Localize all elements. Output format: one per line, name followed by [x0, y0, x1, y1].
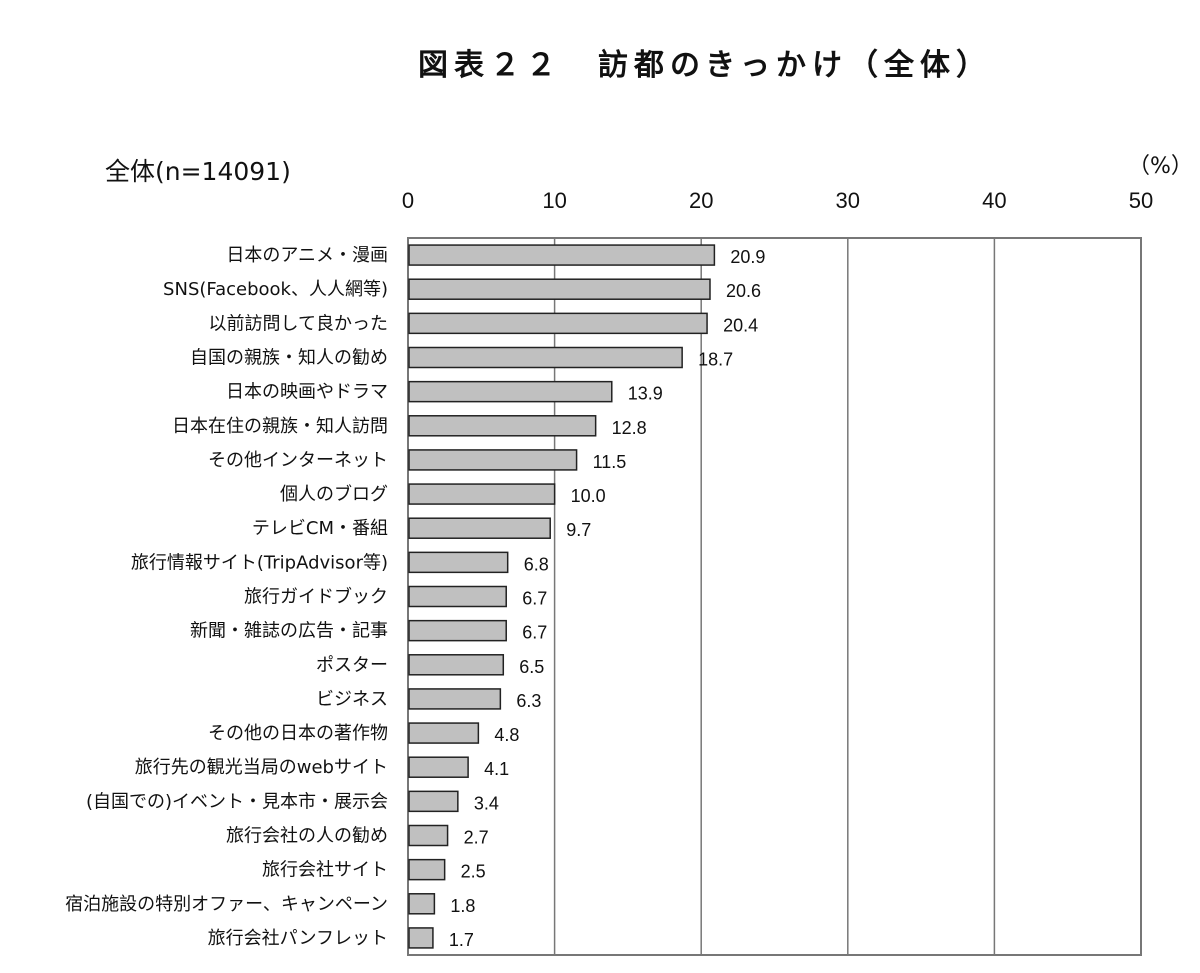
bar [408, 244, 716, 266]
bar [408, 312, 708, 335]
unit-label: （%） [1128, 154, 1193, 179]
data-label: 6.8 [524, 554, 549, 574]
data-label: 4.8 [494, 725, 519, 745]
data-label: 1.7 [449, 930, 474, 950]
bar [408, 585, 507, 608]
chart-subtitle: 全体(n=14091) [105, 157, 291, 186]
data-label: 2.7 [464, 828, 489, 848]
x-tick-label: 40 [982, 188, 1006, 213]
data-label: 10.0 [571, 486, 606, 506]
category-label: テレビCM・番組 [252, 518, 388, 539]
category-label: その他インターネット [208, 450, 388, 471]
bar [408, 449, 578, 471]
category-label: 旅行先の観光当局のwebサイト [135, 757, 388, 778]
bar [408, 415, 597, 437]
bar [408, 858, 446, 881]
data-label: 20.6 [726, 281, 761, 301]
category-label: 日本在住の親族・知人訪問 [172, 416, 388, 437]
data-label: 3.4 [474, 793, 499, 813]
bar [408, 790, 459, 813]
category-label: 個人のブログ [280, 483, 388, 505]
x-tick-label: 30 [836, 188, 860, 213]
bar [408, 619, 507, 642]
data-label: 20.4 [723, 315, 758, 335]
category-label: その他の日本の著作物 [208, 723, 388, 744]
category-label: 以前訪問して良かった [209, 313, 388, 334]
x-tick-label: 10 [542, 188, 566, 213]
bar [408, 380, 613, 403]
data-label: 13.9 [628, 384, 663, 404]
category-label: 日本のアニメ・漫画 [226, 245, 388, 266]
category-label: ポスター [316, 655, 388, 676]
data-label: 6.5 [519, 657, 544, 677]
data-label: 20.9 [730, 247, 765, 267]
bar [408, 278, 711, 300]
data-label: 6.7 [522, 589, 547, 609]
x-tick-label: 0 [402, 188, 414, 213]
bar [408, 551, 509, 574]
data-label: 18.7 [698, 350, 733, 370]
category-label: ビジネス [316, 689, 388, 710]
bar [408, 824, 449, 847]
category-label: 日本の映画やドラマ [226, 382, 388, 403]
chart-title: 図表２２ 訪都のきっかけ（全体） [418, 48, 992, 83]
bar [408, 654, 505, 676]
data-label: 1.8 [450, 896, 475, 916]
bar [408, 483, 556, 505]
data-label: 12.8 [612, 418, 647, 438]
bar [408, 346, 683, 369]
data-label: 2.5 [461, 862, 486, 882]
bar [408, 893, 436, 915]
category-label: SNS(Facebook、人人網等) [163, 279, 388, 300]
bar [408, 722, 480, 744]
category-label: 旅行会社サイト [262, 860, 388, 881]
bar [408, 688, 502, 710]
data-label: 9.7 [566, 520, 591, 540]
bar [408, 756, 469, 778]
category-label: 旅行情報サイト(TripAdvisor等) [131, 552, 388, 573]
category-label: 宿泊施設の特別オファー、キャンペーン [65, 894, 388, 915]
data-label: 6.7 [522, 623, 547, 643]
category-label: 新聞・雑誌の広告・記事 [190, 621, 388, 642]
bar [408, 927, 434, 949]
x-tick-label: 50 [1129, 188, 1153, 213]
plot-area [407, 237, 1142, 956]
category-label: 自国の親族・知人の勧め [190, 348, 388, 369]
category-label: 旅行ガイドブック [244, 586, 388, 608]
data-label: 6.3 [516, 691, 541, 711]
x-tick-label: 20 [689, 188, 713, 213]
data-label: 4.1 [484, 759, 509, 779]
category-label: (自国での)イベント・見本市・展示会 [86, 791, 388, 812]
bar [408, 517, 551, 539]
data-label: 11.5 [593, 452, 627, 472]
category-label: 旅行会社の人の勧め [226, 826, 388, 847]
category-label: 旅行会社パンフレット [208, 928, 388, 949]
